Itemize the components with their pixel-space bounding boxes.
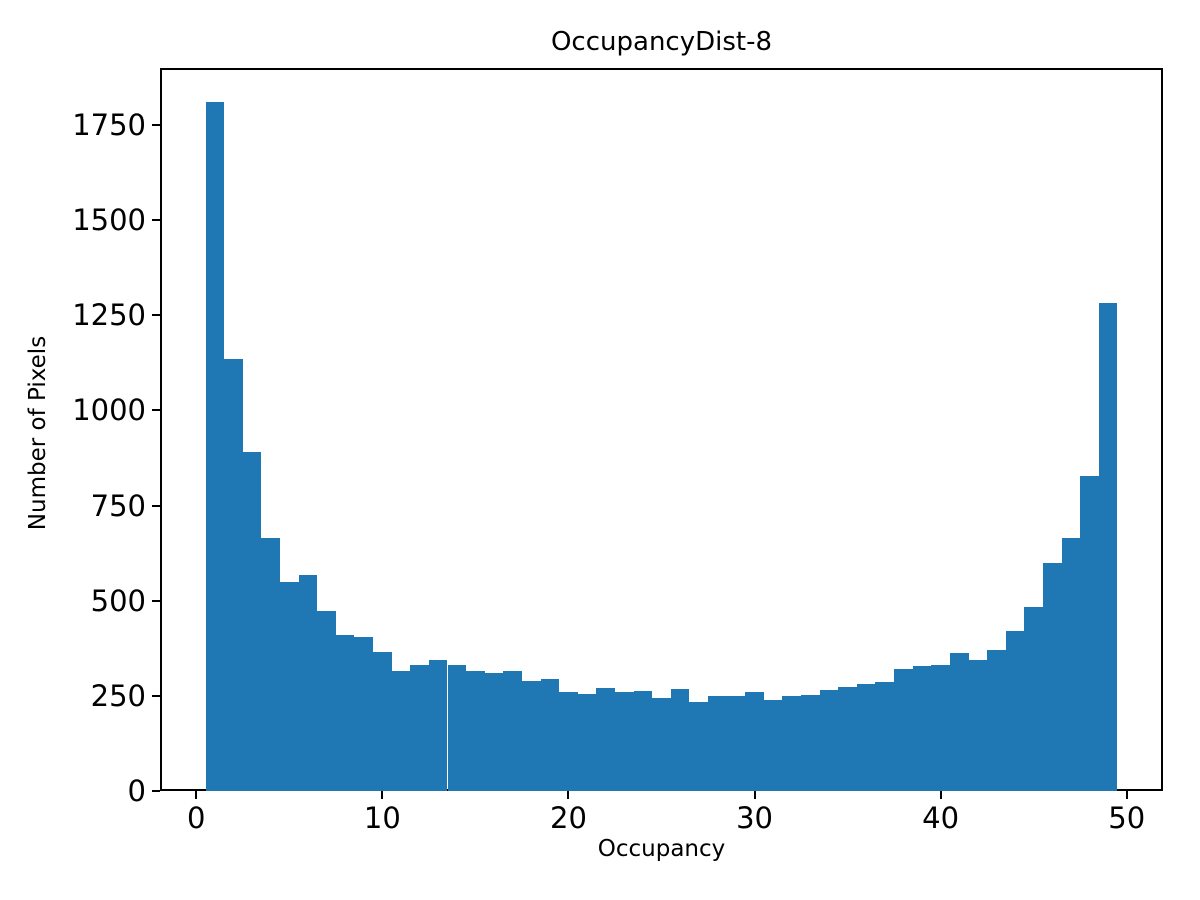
x-axis-label: Occupancy (597, 836, 726, 862)
histogram-bar (205, 102, 225, 791)
histogram-bar (745, 692, 764, 791)
histogram-bar (410, 665, 429, 791)
y-tick-label: 1000 (72, 393, 146, 428)
histogram-bar (633, 690, 653, 791)
y-tick-label: 0 (127, 774, 146, 808)
y-tick-mark (152, 790, 160, 792)
histogram-bar (242, 452, 262, 791)
y-tick-label: 750 (90, 488, 146, 523)
y-tick-label: 1500 (72, 203, 146, 238)
histogram-bar (614, 692, 634, 791)
y-tick-mark (152, 124, 160, 127)
histogram-bar (577, 693, 597, 791)
histogram-bar (670, 689, 690, 791)
histogram-bar (801, 694, 820, 791)
x-tick-label: 40 (922, 801, 960, 835)
histogram-bar (894, 669, 913, 791)
histogram-bar (466, 671, 485, 791)
histogram-bar (521, 680, 541, 791)
histogram-bar (447, 665, 467, 791)
histogram-bar (987, 650, 1006, 791)
y-axis-label: Number of Pixels (25, 335, 51, 531)
histogram-bar (856, 684, 876, 791)
histogram-bar (875, 682, 895, 791)
histogram-bar (689, 702, 708, 791)
histogram-bar (652, 697, 671, 791)
y-tick-mark (152, 504, 160, 507)
x-tick-mark (381, 791, 384, 799)
x-tick-mark (939, 791, 942, 799)
x-tick-mark (1125, 791, 1128, 799)
histogram-bar (1061, 538, 1081, 791)
histogram-bar (726, 695, 746, 791)
histogram-bar (968, 660, 988, 791)
y-tick-label: 250 (90, 678, 146, 713)
y-tick-label: 500 (90, 583, 146, 618)
histogram-bar (391, 671, 411, 791)
histogram-bar (484, 673, 504, 791)
histogram-bar (335, 634, 355, 791)
histogram-bar (1098, 303, 1118, 791)
histogram-bar (317, 611, 336, 791)
x-tick-label: 20 (550, 801, 587, 835)
histogram-bar (708, 695, 727, 791)
y-tick-mark (152, 314, 160, 317)
histogram-bar (298, 574, 318, 791)
y-tick-label: 1250 (72, 298, 146, 333)
histogram-bar (354, 636, 374, 791)
x-tick-mark (195, 791, 198, 799)
histogram-bar (912, 666, 932, 791)
x-tick-mark (753, 791, 756, 799)
histogram-bar (224, 359, 243, 791)
histogram-bar (782, 695, 802, 791)
histogram-bar (1024, 607, 1043, 791)
histogram-bar (1042, 563, 1062, 791)
x-tick-label: 0 (187, 801, 206, 835)
histogram-bar (949, 653, 969, 791)
histogram-bar (931, 665, 950, 791)
x-tick-label: 30 (736, 801, 773, 835)
histogram-bar (373, 652, 392, 791)
histogram-bar (559, 692, 578, 791)
histogram-bar (1005, 631, 1025, 791)
histogram-bar (428, 659, 448, 791)
y-tick-label: 1750 (72, 108, 146, 143)
chart-title: OccupancyDist-8 (550, 27, 773, 57)
histogram-bar (280, 582, 299, 791)
histogram-bar (261, 537, 280, 791)
x-tick-label: 50 (1108, 801, 1146, 835)
y-tick-mark (152, 219, 160, 222)
y-tick-mark (152, 694, 160, 697)
histogram-bar (596, 688, 615, 791)
histogram-bar (838, 687, 857, 791)
histogram-bar (763, 700, 783, 791)
histogram-bar (540, 678, 560, 791)
histogram-bar (1080, 476, 1099, 791)
histogram-bar (503, 671, 522, 791)
y-tick-mark (152, 409, 160, 412)
histogram-bar (819, 689, 839, 791)
y-tick-mark (152, 599, 160, 602)
x-tick-mark (567, 791, 570, 799)
x-tick-label: 10 (363, 801, 401, 835)
